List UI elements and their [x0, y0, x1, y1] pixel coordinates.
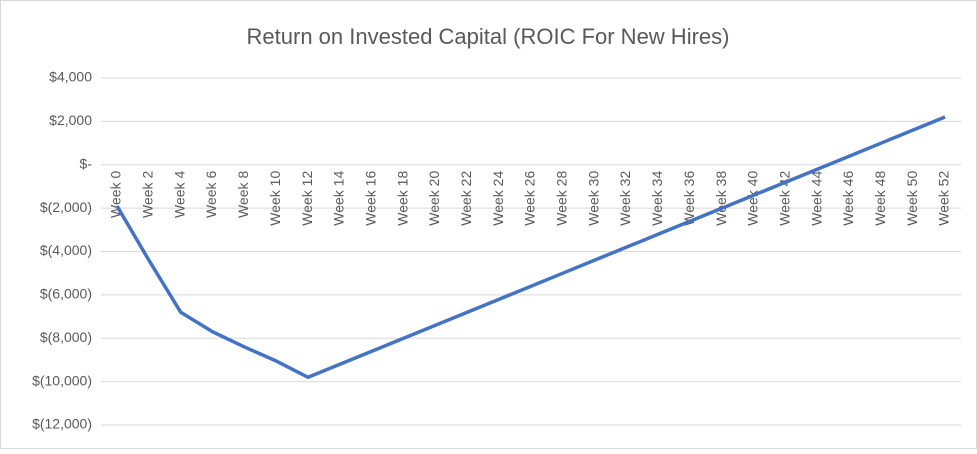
x-tick-label: Week 32 [617, 171, 633, 226]
x-tick-label: Week 22 [458, 171, 474, 226]
x-tick-label: Week 14 [331, 171, 347, 226]
y-tick-label: $- [80, 155, 93, 171]
x-tick-label: Week 46 [840, 171, 856, 226]
x-tick-label: Week 26 [522, 171, 538, 226]
y-tick-label: $(4,000) [40, 242, 92, 258]
y-tick-label: $2,000 [49, 112, 92, 128]
y-tick-label: $(12,000) [32, 416, 92, 432]
x-tick-label: Week 16 [362, 171, 378, 226]
y-tick-label: $4,000 [49, 69, 92, 85]
x-tick-label: Week 2 [140, 171, 156, 218]
x-tick-label: Week 20 [426, 171, 442, 226]
x-tick-label: Week 4 [171, 171, 187, 218]
x-tick-label: Week 50 [904, 171, 920, 226]
y-tick-label: $(2,000) [40, 199, 92, 215]
x-tick-label: Week 10 [267, 171, 283, 226]
x-tick-label: Week 30 [585, 171, 601, 226]
data-line [115, 115, 946, 380]
x-tick-label: Week 12 [299, 171, 315, 226]
x-tick-label: Week 52 [936, 171, 952, 226]
x-tick-label: Week 34 [649, 171, 665, 226]
x-tick-label: Week 8 [235, 171, 251, 218]
chart-title: Return on Invested Capital (ROIC For New… [247, 24, 730, 49]
x-tick-label: Week 28 [554, 171, 570, 226]
x-tick-label: Week 24 [490, 171, 506, 226]
x-tick-label: Week 38 [713, 171, 729, 226]
x-tick-label: Week 40 [745, 171, 761, 226]
x-tick-label: Week 36 [681, 171, 697, 226]
x-tick-label: Week 0 [108, 171, 124, 218]
x-tick-label: Week 44 [808, 171, 824, 226]
y-tick-label: $(8,000) [40, 329, 92, 345]
x-tick-label: Week 48 [872, 171, 888, 226]
x-tick-label: Week 18 [394, 171, 410, 226]
y-tick-label: $(6,000) [40, 286, 92, 302]
x-tick-label: Week 6 [203, 171, 219, 218]
y-tick-label: $(10,000) [32, 372, 92, 388]
